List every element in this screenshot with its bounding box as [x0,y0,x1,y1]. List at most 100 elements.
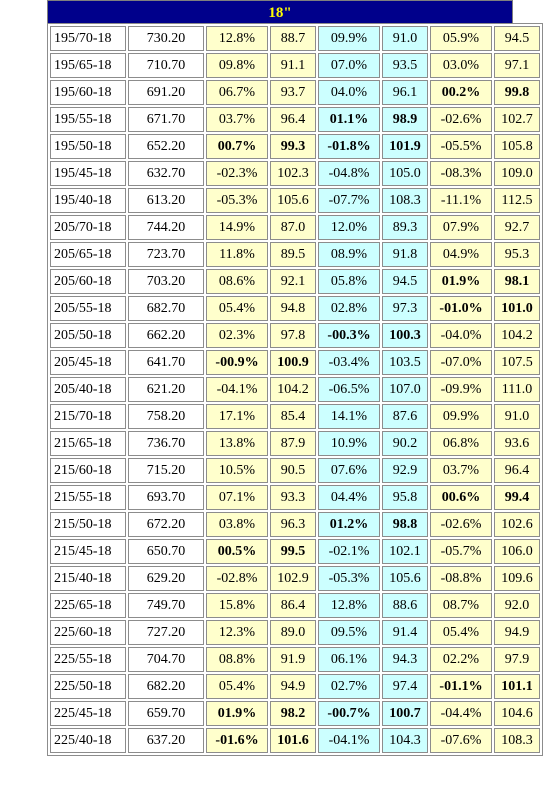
cell-pct-2: 02.8% [318,296,380,321]
cell-index-2: 91.8 [382,242,428,267]
cell-index-2: 98.8 [382,512,428,537]
cell-pct-3: 09.9% [430,404,492,429]
cell-size: 195/55-18 [50,107,126,132]
cell-price: 672.20 [128,512,204,537]
cell-index-1: 101.6 [270,728,316,753]
cell-pct-2: 12.8% [318,593,380,618]
cell-index-1: 94.9 [270,674,316,699]
table-body: 195/70-18 730.20 12.8% 88.7 09.9% 91.0 05.9% 94… [50,26,540,753]
cell-index-1: 105.6 [270,188,316,213]
cell-index-3: 107.5 [494,350,540,375]
cell-size: 205/55-18 [50,296,126,321]
cell-size: 195/45-18 [50,161,126,186]
cell-pct-3: -07.0% [430,350,492,375]
cell-price: 682.70 [128,296,204,321]
table-row: 205/55-18 682.70 05.4% 94.8 02.8% 97.3 -01.0% 1… [50,296,540,321]
cell-index-1: 89.0 [270,620,316,645]
cell-pct-1: -01.6% [206,728,268,753]
cell-size: 195/65-18 [50,53,126,78]
cell-index-2: 107.0 [382,377,428,402]
cell-index-3: 97.1 [494,53,540,78]
cell-price: 662.20 [128,323,204,348]
table-row: 205/70-18 744.20 14.9% 87.0 12.0% 89.3 07.9% 92… [50,215,540,240]
cell-pct-3: -08.8% [430,566,492,591]
cell-size: 205/50-18 [50,323,126,348]
cell-index-2: 97.4 [382,674,428,699]
cell-pct-3: 07.9% [430,215,492,240]
cell-index-3: 109.0 [494,161,540,186]
cell-price: 749.70 [128,593,204,618]
cell-pct-3: 01.9% [430,269,492,294]
cell-index-1: 97.8 [270,323,316,348]
cell-pct-3: 05.9% [430,26,492,51]
cell-price: 613.20 [128,188,204,213]
cell-size: 225/55-18 [50,647,126,672]
cell-index-3: 101.0 [494,296,540,321]
cell-pct-1: -00.9% [206,350,268,375]
cell-pct-2: 09.9% [318,26,380,51]
cell-pct-3: -08.3% [430,161,492,186]
cell-price: 723.70 [128,242,204,267]
cell-pct-3: -02.6% [430,107,492,132]
cell-pct-3: 03.7% [430,458,492,483]
cell-pct-2: -07.7% [318,188,380,213]
table-row: 215/45-18 650.70 00.5% 99.5 -02.1% 102.1 -05.7… [50,539,540,564]
cell-pct-1: 17.1% [206,404,268,429]
cell-size: 225/40-18 [50,728,126,753]
table-row: 225/60-18 727.20 12.3% 89.0 09.5% 91.4 05.4% 94… [50,620,540,645]
cell-pct-1: 07.1% [206,485,268,510]
table-row: 225/65-18 749.70 15.8% 86.4 12.8% 88.6 08.7% 92… [50,593,540,618]
cell-index-1: 88.7 [270,26,316,51]
cell-size: 195/70-18 [50,26,126,51]
cell-pct-2: 14.1% [318,404,380,429]
cell-pct-3: 03.0% [430,53,492,78]
cell-index-2: 95.8 [382,485,428,510]
cell-index-1: 102.9 [270,566,316,591]
cell-index-2: 97.3 [382,296,428,321]
table-row: 225/50-18 682.20 05.4% 94.9 02.7% 97.4 -01.1% 1… [50,674,540,699]
cell-price: 693.70 [128,485,204,510]
cell-size: 225/50-18 [50,674,126,699]
cell-index-3: 92.7 [494,215,540,240]
cell-price: 691.20 [128,80,204,105]
table-row: 195/50-18 652.20 00.7% 99.3 -01.8% 101.9 -05.5… [50,134,540,159]
table-row: 205/40-18 621.20 -04.1% 104.2 -06.5% 107.0 -09… [50,377,540,402]
cell-index-3: 101.1 [494,674,540,699]
cell-size: 205/65-18 [50,242,126,267]
cell-pct-3: -11.1% [430,188,492,213]
table-row: 195/40-18 613.20 -05.3% 105.6 -07.7% 108.3 -11… [50,188,540,213]
cell-pct-3: 04.9% [430,242,492,267]
cell-index-3: 102.7 [494,107,540,132]
cell-index-3: 97.9 [494,647,540,672]
cell-index-3: 104.6 [494,701,540,726]
cell-pct-2: 08.9% [318,242,380,267]
cell-index-3: 111.0 [494,377,540,402]
cell-index-3: 108.3 [494,728,540,753]
cell-price: 710.70 [128,53,204,78]
cell-pct-3: 00.6% [430,485,492,510]
cell-index-1: 87.9 [270,431,316,456]
cell-pct-2: 04.4% [318,485,380,510]
cell-size: 215/70-18 [50,404,126,429]
cell-price: 637.20 [128,728,204,753]
cell-pct-3: -05.5% [430,134,492,159]
cell-index-2: 98.9 [382,107,428,132]
table-row: 195/45-18 632.70 -02.3% 102.3 -04.8% 105.0 -08… [50,161,540,186]
cell-index-1: 91.9 [270,647,316,672]
cell-index-3: 112.5 [494,188,540,213]
cell-index-2: 94.3 [382,647,428,672]
table-row: 195/60-18 691.20 06.7% 93.7 04.0% 96.1 00.2% 99… [50,80,540,105]
cell-index-2: 103.5 [382,350,428,375]
cell-price: 715.20 [128,458,204,483]
cell-index-1: 93.7 [270,80,316,105]
table-row: 215/65-18 736.70 13.8% 87.9 10.9% 90.2 06.8% 93… [50,431,540,456]
table-row: 205/50-18 662.20 02.3% 97.8 -00.3% 100.3 -04.0… [50,323,540,348]
cell-pct-1: 09.8% [206,53,268,78]
cell-index-2: 94.5 [382,269,428,294]
cell-size: 205/40-18 [50,377,126,402]
cell-index-3: 94.5 [494,26,540,51]
cell-pct-1: -02.3% [206,161,268,186]
table-row: 195/65-18 710.70 09.8% 91.1 07.0% 93.5 03.0% 97… [50,53,540,78]
table-row: 215/50-18 672.20 03.8% 96.3 01.2% 98.8 -02.6% 1… [50,512,540,537]
cell-price: 659.70 [128,701,204,726]
